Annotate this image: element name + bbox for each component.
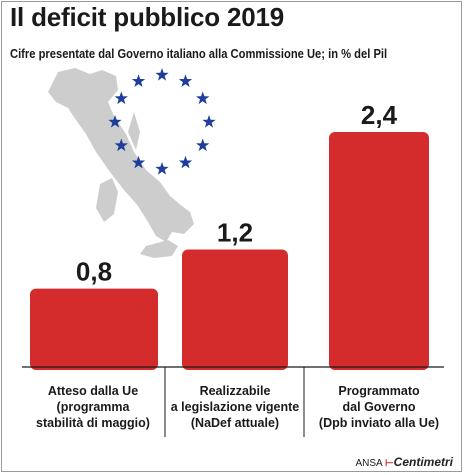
category-sub: dal Governo xyxy=(342,400,416,414)
bar-atteso xyxy=(30,288,158,370)
sicily-map-icon xyxy=(140,240,178,258)
credit-source: ANSA xyxy=(355,458,383,469)
category-main: Programmato xyxy=(338,384,420,398)
chart-title: Il deficit pubblico 2019 xyxy=(10,2,285,32)
value-label-programmato: 2,4 xyxy=(361,100,398,130)
category-sub: stabilità di maggio) xyxy=(36,416,150,430)
eu-star-icon xyxy=(202,115,216,128)
category-sub: (NaDef attuale) xyxy=(190,416,280,430)
category-sub: (programma xyxy=(56,400,130,414)
category-sub: a legislazione vigente xyxy=(170,400,300,414)
value-label-realizzabile: 1,2 xyxy=(217,218,253,248)
eu-star-icon xyxy=(131,155,146,169)
eu-star-icon xyxy=(178,155,193,169)
bar-programmato xyxy=(329,132,429,370)
eu-star-icon xyxy=(196,91,210,105)
category-main: Realizzabile xyxy=(199,384,271,398)
eu-star-icon xyxy=(114,91,128,105)
value-label-atteso: 0,8 xyxy=(76,257,112,287)
eu-star-icon xyxy=(131,74,146,87)
credit-brand: Centimetri xyxy=(393,455,453,469)
sardinia-map-icon xyxy=(96,178,118,222)
category-label-programmato: Programmato dal Governo (Dpb inviato all… xyxy=(304,383,454,431)
eu-stars-icon xyxy=(108,68,216,175)
chart-subtitle: Cifre presentate dal Governo italiano al… xyxy=(10,46,388,61)
centimetri-logo-icon: ⊢ xyxy=(384,458,394,469)
italy-map-icon xyxy=(48,68,194,242)
bar-realizzabile xyxy=(182,249,288,370)
category-main: Atteso dalla Ue xyxy=(47,384,139,398)
eu-star-icon xyxy=(114,138,128,152)
eu-star-icon xyxy=(155,68,169,81)
category-label-atteso: Atteso dalla Ue (programma stabilità di … xyxy=(18,383,168,431)
category-sub: (Dpb inviato alla Ue) xyxy=(318,416,440,430)
category-label-realizzabile: Realizzabile a legislazione vigente (NaD… xyxy=(160,383,310,431)
credit-line: ANSA ⊢Centimetri xyxy=(355,455,453,469)
eu-star-icon xyxy=(196,138,210,152)
eu-star-icon xyxy=(178,74,193,87)
eu-star-icon xyxy=(155,162,169,175)
eu-star-icon xyxy=(108,115,122,128)
